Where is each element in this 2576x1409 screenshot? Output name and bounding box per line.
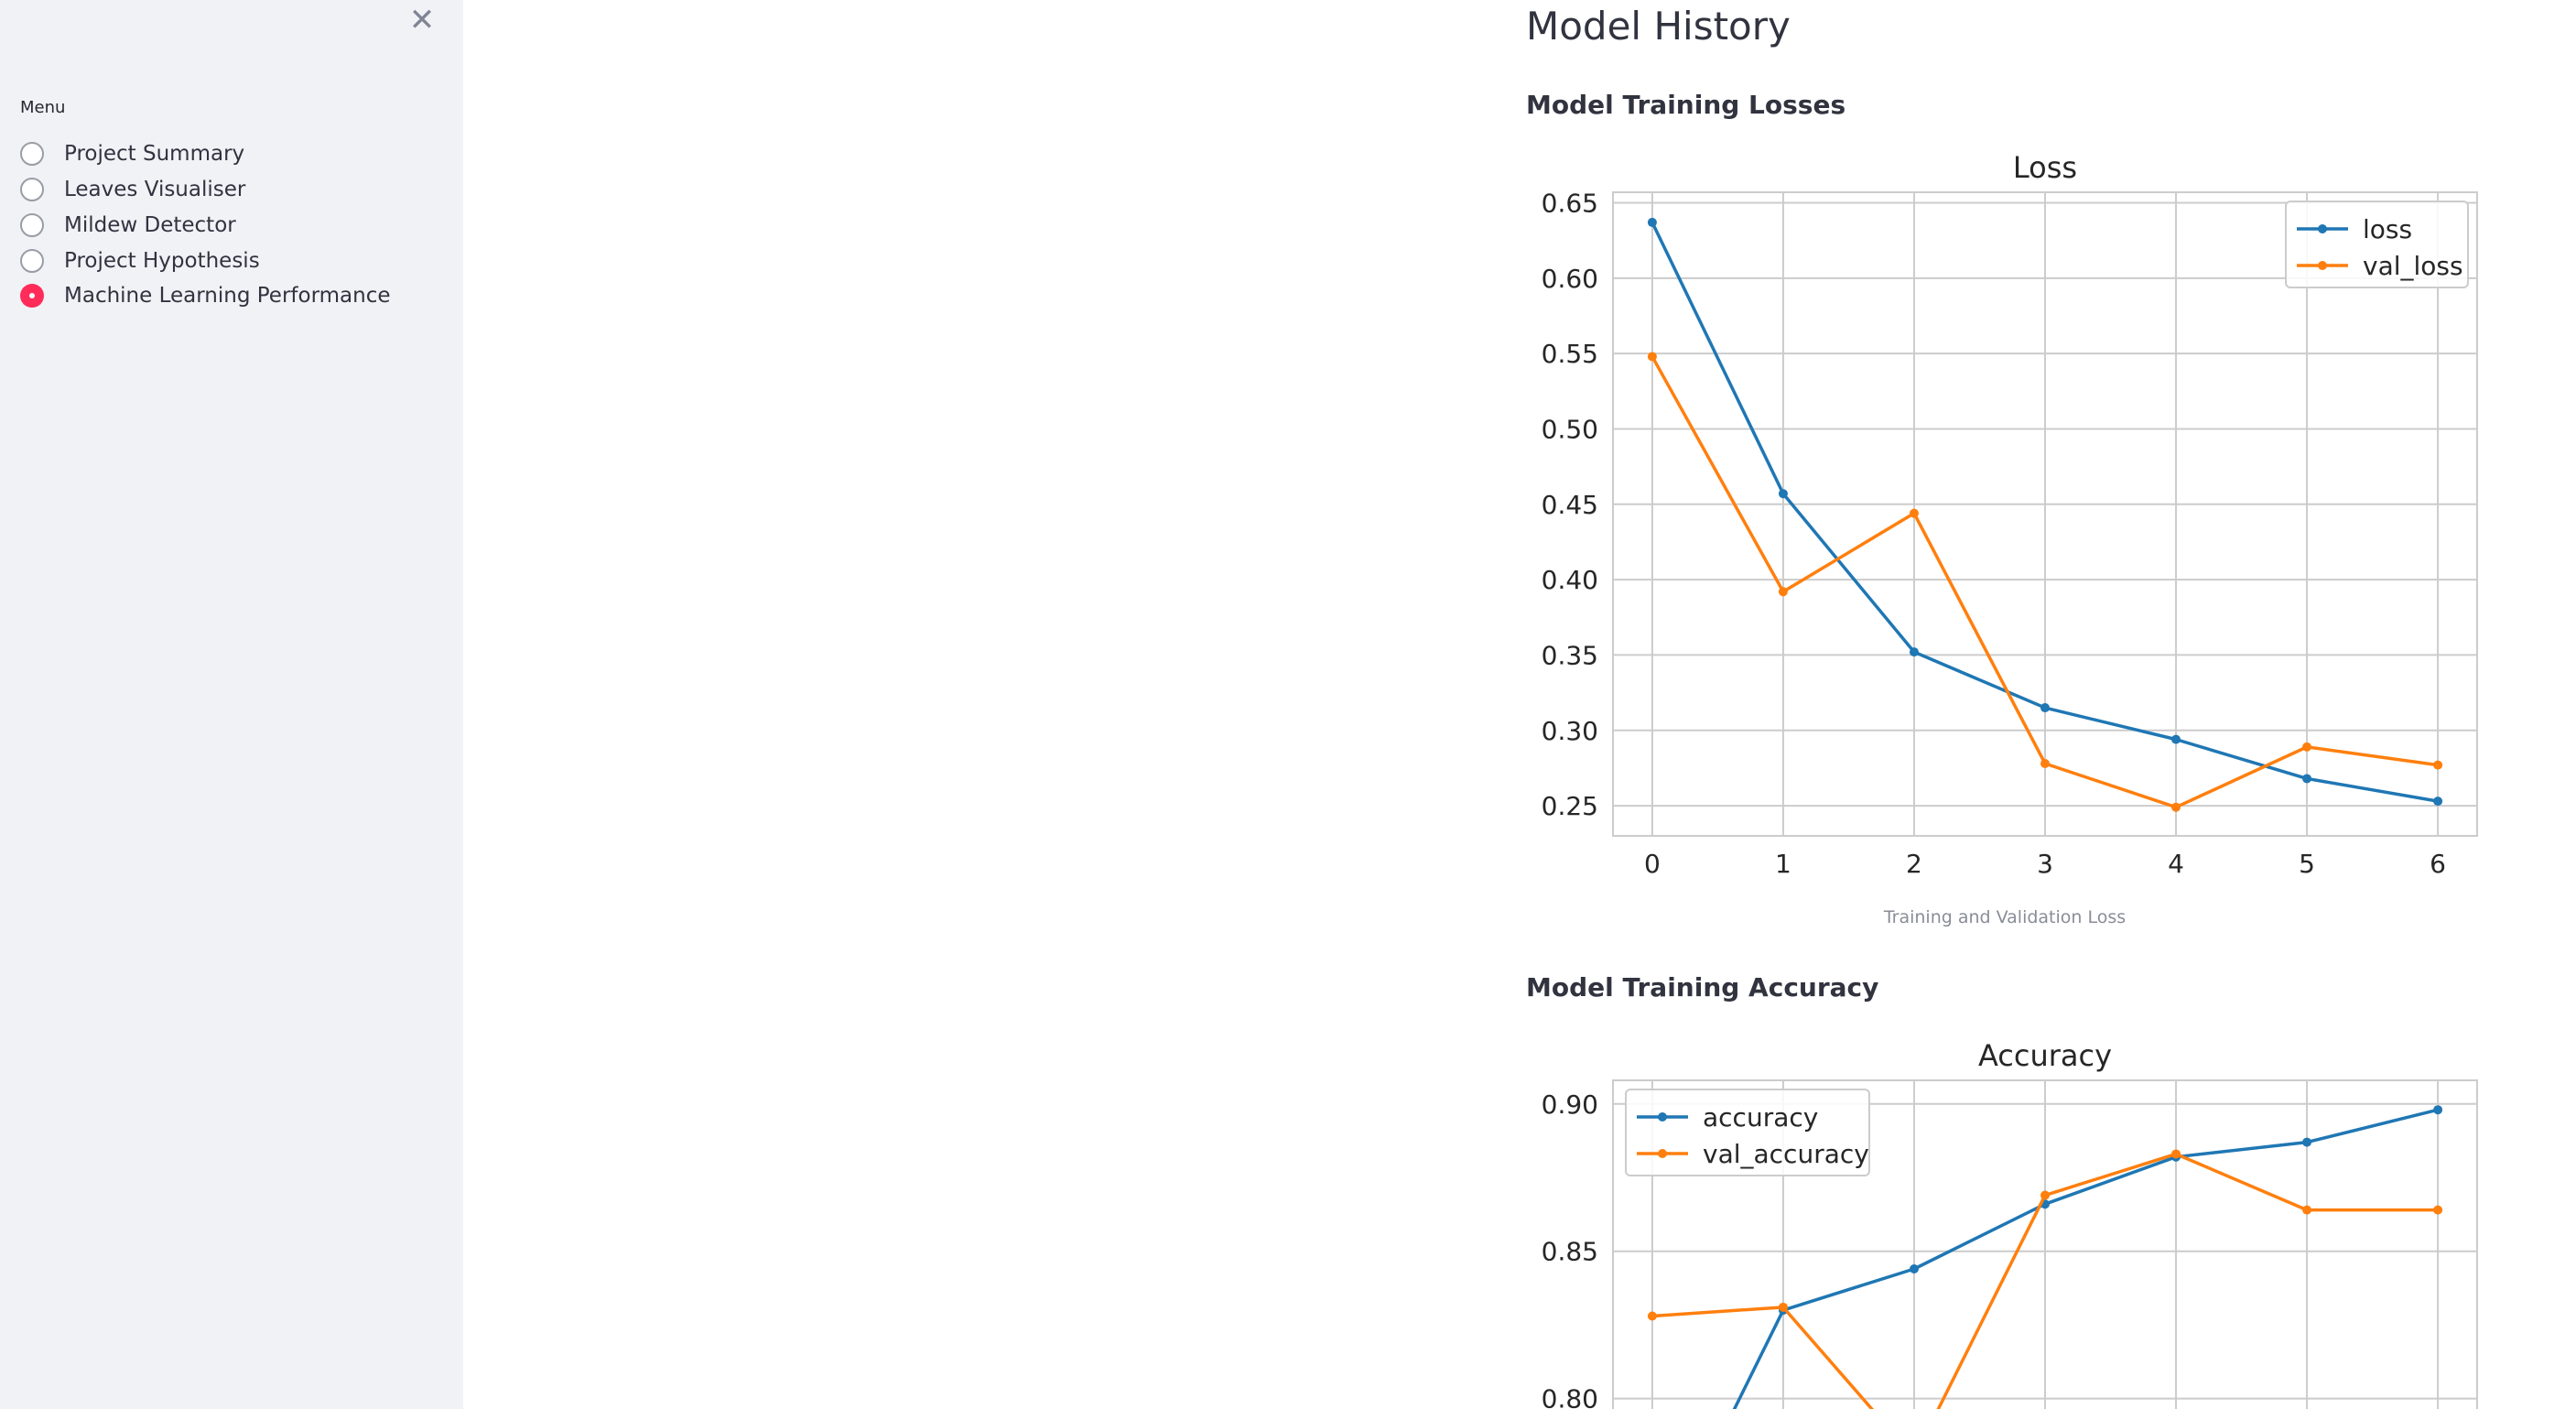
data-point-val_accuracy bbox=[1647, 1311, 1657, 1321]
x-tick-label: 1 bbox=[1775, 849, 1791, 879]
menu-item-label: Leaves Visualiser bbox=[64, 178, 246, 201]
menu-item-machine-learning-performance[interactable]: Machine Learning Performance bbox=[20, 279, 391, 312]
menu-item-label: Machine Learning Performance bbox=[64, 284, 391, 308]
menu-item-label: Mildew Detector bbox=[64, 213, 236, 237]
menu-label: Menu bbox=[20, 98, 66, 117]
legend-marker bbox=[2318, 224, 2327, 233]
data-point-val_loss bbox=[2433, 760, 2443, 770]
x-tick-label: 5 bbox=[2299, 849, 2315, 879]
legend: accuracy val_accuracy bbox=[1625, 1089, 1870, 1176]
y-tick-label: 0.40 bbox=[1542, 565, 1598, 595]
radio-icon[interactable] bbox=[20, 249, 44, 273]
menu-item-project-summary[interactable]: Project Summary bbox=[20, 137, 244, 170]
data-point-val_loss bbox=[1778, 587, 1788, 597]
x-tick-label: 4 bbox=[2168, 849, 2184, 879]
chart-title: Accuracy bbox=[1978, 1038, 2112, 1073]
loss-chart: Loss 0.25 0.30 0.35 0.40 0.45 0.50 0.55 0.60 0.65… bbox=[1542, 150, 2478, 879]
y-tick-label: 0.30 bbox=[1542, 716, 1598, 746]
loss-section-title: Model Training Losses bbox=[1526, 90, 1846, 120]
data-point-loss bbox=[1647, 217, 1657, 227]
y-tick-label: 0.60 bbox=[1542, 264, 1598, 294]
chart-title: Loss bbox=[2013, 150, 2077, 185]
legend-label: val_accuracy bbox=[1703, 1139, 1869, 1169]
data-point-val_loss bbox=[2302, 742, 2312, 752]
accuracy-chart: Accuracy 0.80 0.85 0.90 accuracy val_accuracy bbox=[1542, 1038, 2478, 1409]
menu-item-label: Project Hypothesis bbox=[64, 249, 260, 273]
series-group bbox=[1647, 217, 2443, 812]
data-point-val_accuracy bbox=[2040, 1190, 2050, 1200]
close-icon[interactable]: ✕ bbox=[408, 2, 436, 38]
data-point-loss bbox=[1909, 647, 1919, 657]
legend-label: loss bbox=[2363, 214, 2412, 244]
data-point-accuracy bbox=[2302, 1137, 2312, 1147]
y-tick-label: 0.25 bbox=[1542, 791, 1598, 821]
data-point-loss bbox=[2040, 703, 2050, 713]
x-tick-label: 2 bbox=[1906, 849, 1922, 879]
y-tick-label: 0.45 bbox=[1542, 490, 1598, 520]
data-point-loss bbox=[1778, 489, 1788, 499]
page-title: Model History bbox=[1526, 4, 1791, 49]
data-point-val_loss bbox=[1647, 352, 1657, 362]
y-tick-label: 0.55 bbox=[1542, 339, 1598, 369]
legend: loss val_loss bbox=[2285, 201, 2469, 288]
menu-item-mildew-detector[interactable]: Mildew Detector bbox=[20, 209, 236, 242]
radio-icon[interactable] bbox=[20, 178, 44, 201]
data-point-loss bbox=[2302, 774, 2312, 784]
legend-marker bbox=[2318, 261, 2327, 270]
data-point-loss bbox=[2171, 734, 2181, 744]
data-point-val_accuracy bbox=[2302, 1205, 2312, 1215]
y-tick-label: 0.90 bbox=[1542, 1089, 1598, 1120]
loss-chart-caption: Training and Validation Loss bbox=[1883, 907, 2127, 927]
radio-icon[interactable] bbox=[20, 213, 44, 237]
y-tick-label: 0.35 bbox=[1542, 640, 1598, 670]
main-content: Model History Model Training Losses Loss… bbox=[1501, 0, 2576, 1409]
radio-selected-icon[interactable] bbox=[20, 284, 44, 308]
y-tick-label: 0.85 bbox=[1542, 1237, 1598, 1267]
series-group bbox=[1647, 1105, 2443, 1409]
legend-marker bbox=[1658, 1149, 1667, 1158]
data-point-val_accuracy bbox=[1778, 1302, 1788, 1312]
data-point-accuracy bbox=[2433, 1105, 2443, 1115]
data-point-val_accuracy bbox=[2433, 1205, 2443, 1215]
data-point-val_loss bbox=[1909, 508, 1919, 518]
data-point-loss bbox=[2433, 797, 2443, 807]
menu-item-project-hypothesis[interactable]: Project Hypothesis bbox=[20, 244, 260, 277]
x-tick-label: 3 bbox=[2037, 849, 2053, 879]
data-point-val_accuracy bbox=[2171, 1149, 2181, 1159]
menu-item-leaves-visualiser[interactable]: Leaves Visualiser bbox=[20, 173, 245, 206]
legend-label: accuracy bbox=[1703, 1102, 1818, 1133]
accuracy-section-title: Model Training Accuracy bbox=[1526, 972, 1879, 1003]
y-tick-label: 0.50 bbox=[1542, 414, 1598, 444]
x-tick-label: 6 bbox=[2430, 849, 2446, 879]
data-point-val_loss bbox=[2040, 758, 2050, 768]
sidebar: ✕ Menu Project Summary Leaves Visualiser… bbox=[0, 0, 463, 1409]
legend-label: val_loss bbox=[2363, 251, 2463, 281]
x-tick-label: 0 bbox=[1644, 849, 1661, 879]
y-tick-label: 0.80 bbox=[1542, 1384, 1598, 1409]
radio-icon[interactable] bbox=[20, 142, 44, 166]
legend-marker bbox=[1658, 1112, 1667, 1122]
data-point-val_loss bbox=[2171, 802, 2181, 812]
data-point-accuracy bbox=[1909, 1264, 1919, 1274]
y-tick-label: 0.65 bbox=[1542, 189, 1598, 219]
menu-item-label: Project Summary bbox=[64, 142, 245, 166]
